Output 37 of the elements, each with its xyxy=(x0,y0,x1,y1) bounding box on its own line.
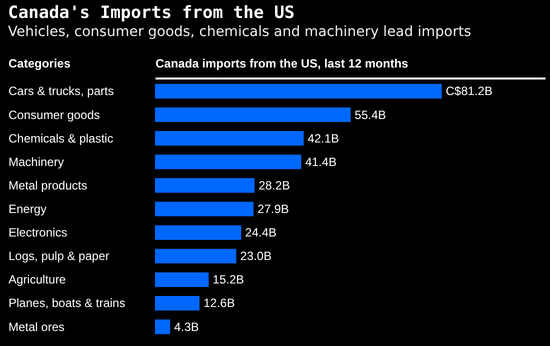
y-tick-label: Chemicals & plastic xyxy=(8,131,114,146)
y-tick-label: Metal products xyxy=(8,178,88,192)
data-label: 24.4B xyxy=(245,226,277,240)
bar xyxy=(155,154,302,170)
y-tick-label: Electronics xyxy=(8,226,68,240)
y-axis-title: Categories xyxy=(8,56,71,70)
y-tick-label: Consumer goods xyxy=(8,108,100,122)
data-label: C$81.2B xyxy=(446,84,492,98)
bar xyxy=(155,107,351,122)
data-label: 15.2B xyxy=(212,272,244,287)
y-tick-label: Agriculture xyxy=(8,272,66,287)
data-label: 23.0B xyxy=(240,249,272,264)
bar xyxy=(155,296,200,311)
bar xyxy=(155,84,442,98)
y-tick-label: Cars & trucks, parts xyxy=(8,84,114,98)
bar xyxy=(155,225,242,240)
chart-title: Canada's Imports from the US xyxy=(8,3,295,23)
data-label: 27.9B xyxy=(258,202,289,216)
chart-subtitle: Vehicles, consumer goods, chemicals and machinery lead imports xyxy=(8,24,472,40)
data-label: 12.6B xyxy=(204,296,235,310)
y-tick-label: Metal ores xyxy=(8,320,65,334)
data-label: 28.2B xyxy=(258,178,290,192)
data-label: 4.3B xyxy=(174,320,199,334)
bar xyxy=(155,320,170,334)
y-tick-label: Planes, boats & trains xyxy=(8,296,126,310)
data-label: 41.4B xyxy=(305,154,337,169)
bar xyxy=(155,178,255,193)
y-tick-label: Logs, pulp & paper xyxy=(8,249,110,264)
bar xyxy=(155,131,304,146)
y-tick-label: Energy xyxy=(8,202,47,216)
data-label: 55.4B xyxy=(354,108,386,122)
y-tick-label: Machinery xyxy=(8,154,64,169)
x-axis-title: Canada imports from the US, last 12 months xyxy=(156,56,409,70)
bar xyxy=(155,202,254,216)
bar xyxy=(155,248,236,264)
bar xyxy=(155,272,209,287)
data-label: 42.1B xyxy=(308,131,340,146)
